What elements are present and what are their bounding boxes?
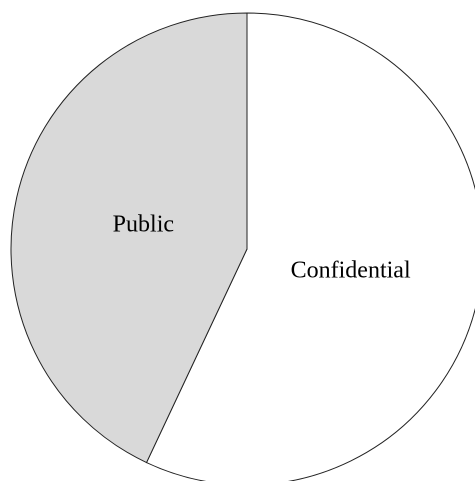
slice-label-public: Public: [113, 211, 174, 237]
slice-label-confidential: Confidential: [291, 258, 411, 284]
pie-slices: [10, 12, 475, 481]
pie-slice-confidential: [145, 12, 475, 481]
pie-slice-public: [10, 12, 248, 464]
